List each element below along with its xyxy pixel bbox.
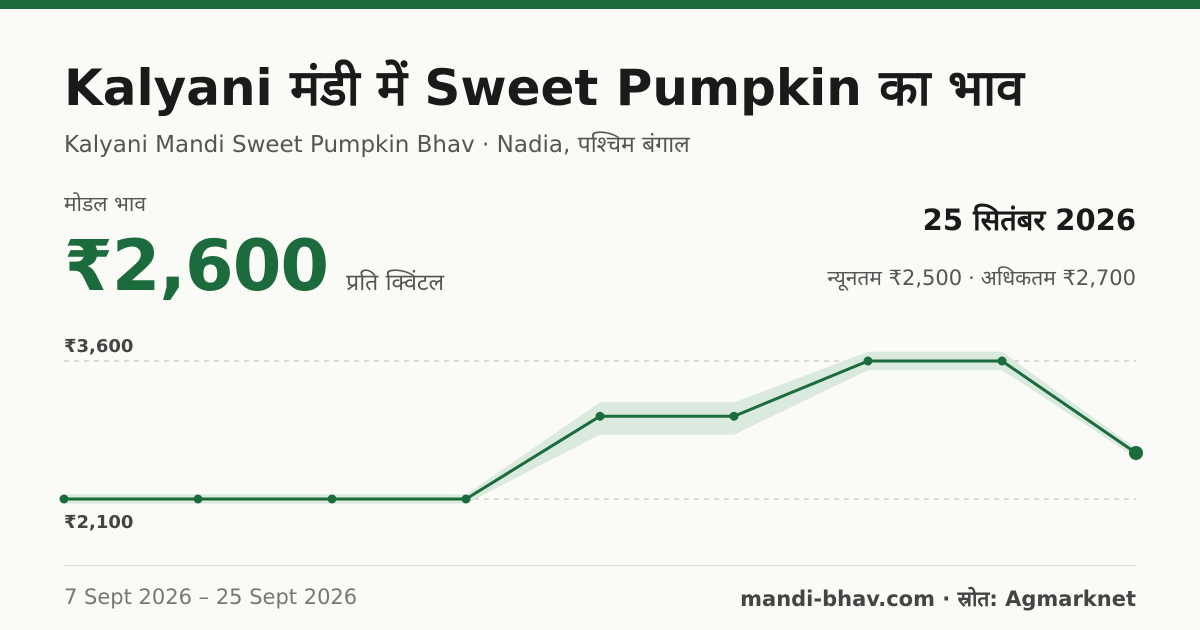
price-date: 25 सितंबर 2026 — [922, 203, 1136, 237]
page-subtitle: Kalyani Mandi Sweet Pumpkin Bhav · Nadia… — [64, 132, 690, 158]
footer-separator: · — [942, 587, 951, 611]
price-range: न्यूनतम ₹2,500 · अधिकतम ₹2,700 — [827, 264, 1136, 292]
data-point — [997, 356, 1007, 366]
price-row: ₹2,600 प्रति क्विंटल — [64, 225, 444, 307]
top-accent-bar — [0, 0, 1200, 9]
data-point — [461, 494, 471, 504]
data-point — [193, 494, 203, 504]
data-point — [327, 494, 337, 504]
min-price: न्यूनतम ₹2,500 — [827, 266, 963, 290]
footer-credits: mandi-bhav.com · स्रोत: Agmarknet — [740, 585, 1136, 613]
data-point — [595, 411, 605, 421]
footer-divider — [64, 565, 1136, 566]
modal-price-label: मोडल भाव — [64, 192, 147, 216]
site-name: mandi-bhav.com — [740, 587, 935, 611]
date-period: 7 Sept 2026 – 25 Sept 2026 — [64, 585, 358, 609]
page-title: Kalyani मंडी में Sweet Pumpkin का भाव — [64, 59, 1024, 117]
range-separator: · — [968, 266, 975, 290]
price-unit: प्रति क्विंटल — [346, 270, 445, 296]
data-point — [729, 411, 739, 421]
data-source: स्रोत: Agmarknet — [957, 587, 1136, 611]
data-point — [59, 494, 69, 504]
latest-data-point — [1129, 446, 1143, 460]
modal-price: ₹2,600 — [64, 225, 329, 307]
max-price: अधिकतम ₹2,700 — [980, 266, 1136, 290]
price-range-band — [64, 351, 1136, 504]
data-point — [863, 356, 873, 366]
y-tick-label: ₹3,600 — [64, 336, 133, 357]
y-tick-label: ₹2,100 — [64, 512, 133, 533]
